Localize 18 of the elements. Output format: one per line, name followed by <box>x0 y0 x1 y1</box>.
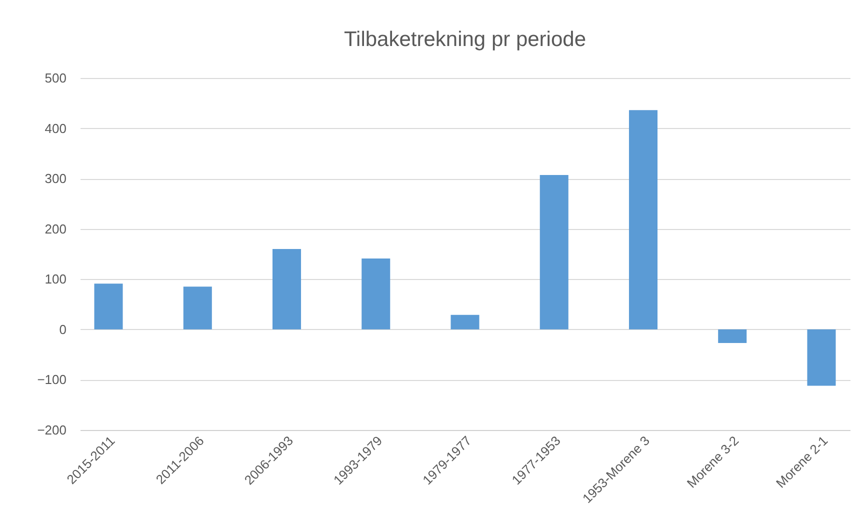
y-tick-label: −200 <box>37 422 66 438</box>
bar <box>718 329 747 344</box>
bar <box>807 329 836 386</box>
bar <box>628 110 658 330</box>
bar <box>94 284 123 330</box>
y-tick-label: 200 <box>44 221 66 236</box>
y-tick-label: 400 <box>44 120 66 136</box>
bar <box>362 258 390 330</box>
y-tick-label: 300 <box>44 171 66 186</box>
bar <box>450 314 480 330</box>
bar <box>540 175 568 330</box>
y-tick-label: 0 <box>59 322 66 337</box>
chart-title: Tilbaketrekning pr periode <box>344 28 586 51</box>
y-tick-label: −100 <box>37 372 66 388</box>
bar <box>272 248 302 330</box>
bar <box>183 286 212 330</box>
y-tick-label: 500 <box>44 70 66 86</box>
y-tick-label: 100 <box>44 272 66 287</box>
